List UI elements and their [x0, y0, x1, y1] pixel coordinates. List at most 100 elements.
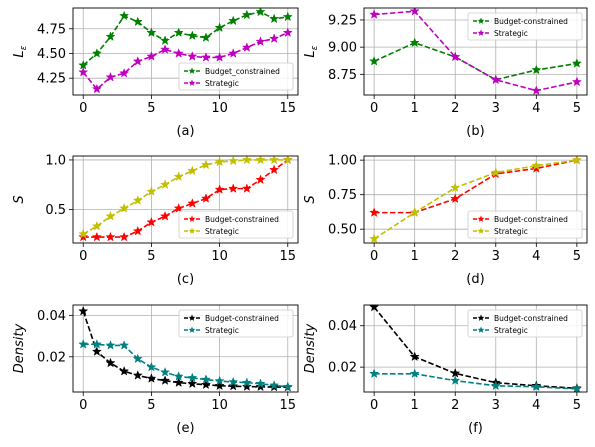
y-tick-label: 9.25: [328, 13, 357, 28]
data-point: [369, 55, 380, 66]
x-tick-label: 15: [279, 398, 296, 413]
data-point: [255, 174, 266, 185]
legend-marker: [188, 79, 196, 86]
data-point: [159, 367, 171, 377]
panel-f: 0 1 2 3 4 5 0.02 0.04 Density (f) Budget-constrain…: [303, 304, 588, 436]
x-tick-label: 3: [492, 249, 500, 264]
y-tick-label: 0.75: [328, 188, 357, 203]
legend-label: Strategic: [205, 326, 239, 335]
x-tick-label: 1: [411, 101, 419, 116]
data-point: [269, 13, 280, 24]
panel-caption: (b): [466, 124, 484, 139]
x-tick-label: 4: [532, 249, 540, 264]
data-point: [105, 340, 116, 350]
data-point: [282, 27, 293, 38]
data-point: [282, 156, 293, 165]
x-tick-label: 0: [79, 101, 87, 116]
x-tick-label: 3: [492, 398, 500, 413]
data-point: [78, 339, 89, 349]
y-tick-label: 9.00: [328, 41, 357, 56]
data-point: [187, 372, 198, 383]
legend-marker: [477, 314, 485, 321]
data-point: [105, 231, 116, 242]
data-point: [450, 182, 461, 193]
plot-area: [78, 156, 293, 242]
data-point: [409, 37, 420, 48]
series-line: [82, 159, 288, 235]
y-axis-label: Density: [303, 323, 318, 373]
legend-marker: [477, 17, 485, 24]
x-tick-label: 15: [279, 249, 296, 264]
data-point: [214, 380, 225, 391]
x-tick-label: 10: [211, 249, 228, 264]
legend-marker: [188, 314, 196, 321]
data-point: [132, 370, 143, 380]
data-point: [255, 8, 266, 17]
panel-a: 0 5 10 15 4.25 4.50 4.75 Lε (a) Budget_constraine…: [12, 7, 299, 139]
axes-frame: [363, 7, 588, 96]
y-tick-label: 4.75: [37, 22, 66, 37]
data-point: [78, 305, 89, 316]
data-point: [159, 375, 171, 385]
data-point: [531, 85, 542, 95]
plot-area: [78, 305, 293, 392]
legend: Budget-constrained Strategic: [178, 210, 294, 239]
data-point: [119, 340, 130, 350]
data-point: [369, 9, 380, 19]
axes-frame: [363, 155, 588, 244]
data-point: [409, 8, 420, 16]
panel-caption: (f): [468, 421, 483, 436]
legend: Budget-constrained Strategic: [178, 309, 294, 338]
data-point: [105, 31, 116, 41]
data-point: [173, 203, 184, 213]
data-point: [132, 16, 143, 27]
data-point: [200, 193, 212, 203]
data-point: [269, 33, 280, 43]
data-point: [159, 44, 171, 54]
data-point: [187, 378, 198, 389]
data-point: [78, 228, 89, 239]
legend-marker: [477, 326, 485, 333]
data-point: [228, 376, 239, 387]
data-point: [571, 383, 582, 392]
data-point: [173, 48, 184, 58]
panel-c: 0 5 10 15 0.5 1.0 S (c) Budget-constrained Strate…: [12, 153, 299, 287]
data-point: [269, 164, 280, 175]
axes-frame: [363, 304, 588, 393]
x-tick-label: 5: [147, 249, 155, 264]
data-point: [369, 368, 380, 379]
data-point: [490, 380, 501, 391]
y-axis-label: S: [12, 195, 27, 203]
series-line: [374, 159, 578, 214]
data-point: [531, 64, 542, 75]
data-point: [255, 156, 266, 165]
data-point: [409, 207, 420, 217]
data-point: [132, 353, 143, 364]
legend: Budget-constrained Strategic: [467, 309, 583, 338]
data-point: [187, 30, 198, 40]
y-axis-label: Lε: [12, 45, 29, 57]
x-tick-label: 15: [279, 101, 296, 116]
x-tick-label: 2: [451, 101, 459, 116]
data-point: [241, 377, 252, 387]
data-point: [269, 156, 280, 165]
data-point: [132, 195, 143, 205]
legend-box: [178, 309, 294, 338]
legend-label: Strategic: [494, 326, 528, 335]
data-point: [91, 346, 102, 356]
series-line: [373, 159, 577, 240]
legend-box: [467, 309, 583, 338]
y-tick-label: 1.0: [45, 153, 66, 168]
legend: Budget-constrained Strategic: [467, 12, 583, 41]
legend-label: Budget_constrained: [205, 67, 280, 76]
data-point: [200, 374, 212, 384]
x-tick-label: 0: [370, 101, 378, 116]
data-point: [571, 58, 582, 68]
data-point: [119, 203, 130, 213]
series-line: [83, 343, 288, 388]
series-line: [82, 31, 289, 91]
series-line: [82, 310, 288, 389]
series-line: [83, 159, 289, 238]
data-point: [490, 74, 501, 85]
